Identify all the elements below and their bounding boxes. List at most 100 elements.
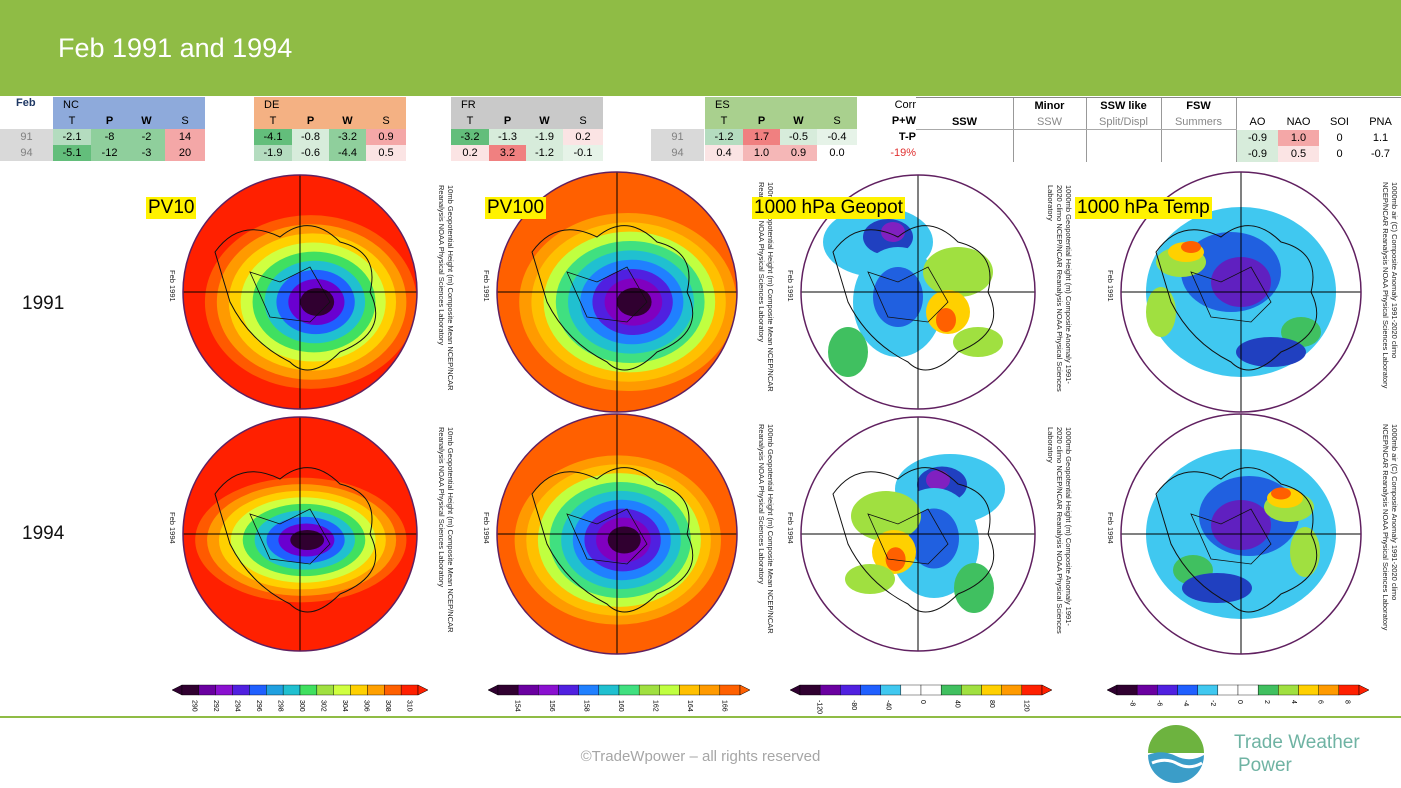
colorbar-tick-label: 310	[405, 700, 412, 712]
colorbar-tick-label: 304	[341, 700, 348, 712]
colorbar-tick-label: 290	[191, 700, 198, 712]
index-value: 0	[1336, 148, 1343, 160]
table-cell: -1.2	[526, 145, 563, 161]
index-value: -0.9	[1237, 130, 1278, 146]
map-label-pv10: PV10	[146, 197, 197, 219]
map-date-caption: Feb 1991	[482, 270, 491, 302]
colorbar-tick-label: -120	[815, 700, 822, 714]
colorbar-tick-label: -8	[1128, 700, 1135, 706]
ssw-header: SSW	[951, 116, 978, 128]
map-side-caption: 1000mb Geopotential Height (m) Composite…	[1046, 185, 1073, 392]
col-header: P	[292, 113, 329, 129]
polar-map-pv100-1994	[496, 413, 738, 655]
ssw-like-sub: Split/Displ	[1099, 116, 1148, 128]
col-header: S	[165, 113, 205, 129]
colorbar-3: -120 -80 -40 0 40 80 120	[790, 684, 1052, 714]
corr-column: Corr P+W T-P -19%	[868, 97, 916, 161]
table-cell: -4.1	[254, 129, 292, 145]
colorbar-tick-label: 300	[298, 700, 305, 712]
col-header: T	[451, 113, 489, 129]
table-cell: -0.8	[292, 129, 329, 145]
trade-weather-logo	[1148, 725, 1204, 783]
colorbar-tick-label: 154	[513, 700, 520, 712]
index-header-pna: PNA	[1369, 116, 1392, 128]
map-label-temp: 1000 hPa Temp	[1075, 197, 1212, 219]
copyright-text: ©TradeWpower – all rights reserved	[580, 748, 821, 765]
colorbar-tick-label: 6	[1317, 700, 1324, 704]
table-cell: -5.1	[53, 145, 91, 161]
month-label: Feb	[16, 97, 36, 109]
col-header: W	[780, 113, 817, 129]
colorbar-tick-label: -2	[1209, 700, 1216, 706]
map-date-caption: Feb 1994	[1106, 512, 1115, 544]
table-cell: 1.0	[743, 145, 780, 161]
colorbar-tick-label: -80	[850, 700, 857, 710]
corr-pw: P+W	[891, 115, 916, 127]
colorbar-tick-label: 302	[319, 700, 326, 712]
table-cell: -4.4	[329, 145, 366, 161]
colorbar-4: -8 -6 -4 -2 0 2 4 6 8	[1107, 684, 1369, 706]
table-cell: 3.2	[489, 145, 526, 161]
polar-map-geopot-1994	[800, 416, 1036, 652]
colorbar-tick-label: 80	[988, 700, 995, 708]
map-side-caption: 1000mb air (C) Composite Anomaly 1991-20…	[1381, 182, 1399, 389]
polar-map-temp-1994	[1120, 413, 1362, 655]
index-header-nao: NAO	[1286, 116, 1311, 128]
col-header: W	[128, 113, 165, 129]
region-header-nc: NC	[53, 97, 205, 113]
footer-divider	[0, 716, 1401, 718]
map-date-caption: Feb 1994	[786, 512, 795, 544]
table-cell: -2	[128, 129, 165, 145]
colorbar-tick-label: -6	[1155, 700, 1162, 706]
table-cell: 0.2	[451, 145, 489, 161]
map-date-caption: Feb 1991	[1106, 270, 1115, 302]
region-header-fr: FR	[451, 97, 603, 113]
corr-tp: T-P	[898, 131, 916, 143]
table-cell: 20	[165, 145, 205, 161]
index-header-ao: AO	[1249, 116, 1266, 128]
ssw-grid: SSW Minor SSW SSW like Split/Displ FSW S…	[916, 97, 1237, 162]
minor-sub: SSW	[1036, 116, 1063, 128]
map-side-caption: 1000mb Geopotential Height (m) Composite…	[1046, 427, 1073, 634]
col-header: T	[254, 113, 292, 129]
brand-text: Trade Weather Power	[1234, 731, 1360, 777]
table-cell: -1.3	[489, 129, 526, 145]
region-header-es: ES	[705, 97, 857, 113]
map-date-caption: Feb 1994	[168, 512, 177, 544]
table-cell: -1.2	[705, 129, 743, 145]
col-header: S	[366, 113, 406, 129]
col-header: W	[526, 113, 563, 129]
map-date-caption: Feb 1991	[168, 270, 177, 302]
corr-value: -19%	[890, 147, 916, 159]
year-label: 91	[0, 129, 53, 145]
colorbar-tick-label: 2	[1263, 700, 1270, 704]
row-year-1994: 1994	[22, 523, 65, 544]
colorbar-tick-label: 294	[234, 700, 241, 712]
colorbar-tick-label: 4	[1290, 700, 1297, 704]
col-header: S	[563, 113, 603, 129]
table-cell: 1.7	[743, 129, 780, 145]
row-year-1991: 1991	[22, 293, 65, 314]
fsw-sub: Summers	[1174, 116, 1223, 128]
table-cell: 0.0	[829, 147, 845, 159]
col-header: T	[53, 113, 91, 129]
table-cell: 0.4	[705, 145, 743, 161]
table-cell: -1.9	[254, 145, 292, 161]
index-header-soi: SOI	[1330, 116, 1349, 128]
map-date-caption: Feb 1991	[786, 270, 795, 302]
index-value: -0.9	[1237, 146, 1278, 162]
year-label: 91	[651, 129, 704, 145]
table-cell: -2.1	[53, 129, 91, 145]
ssw-like-header: SSW like	[1100, 100, 1147, 112]
index-value: 0	[1336, 132, 1343, 144]
colorbar-tick-label: 306	[362, 700, 369, 712]
colorbar-tick-label: 158	[582, 700, 589, 712]
colorbar-2: 154 156 158 160 162 164 166	[488, 684, 750, 712]
index-value: -0.7	[1371, 148, 1390, 160]
year-label: 94	[651, 145, 704, 161]
indices-table: AO NAO SOI PNA -0.9 1.0 0 1.1 -0.9 0.5 0 -0.7	[1237, 97, 1401, 162]
colorbar-tick-label: 166	[721, 700, 728, 712]
region-header-de: DE	[254, 97, 406, 113]
col-header: S	[817, 113, 857, 129]
